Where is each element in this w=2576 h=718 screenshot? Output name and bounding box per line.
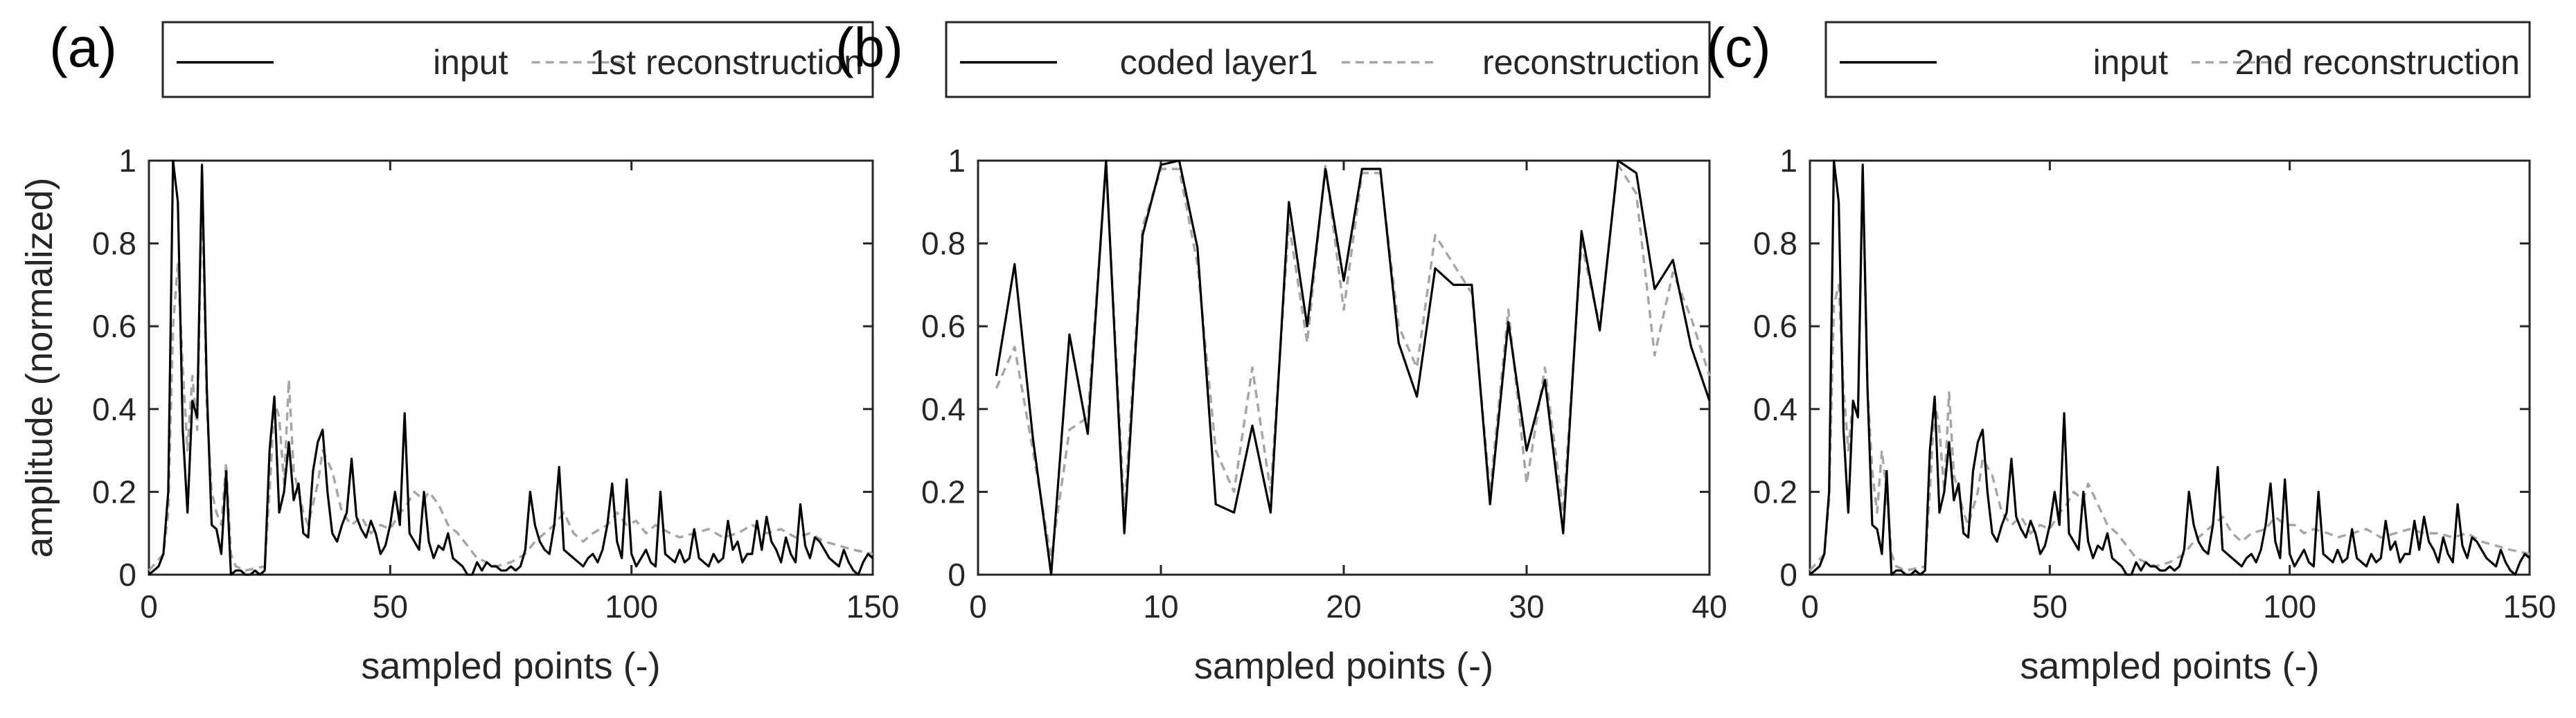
y-tick-label: 0.4 [921,391,966,427]
y-tick-label: 0.8 [921,226,966,262]
plot-area [977,159,1711,576]
y-tick-label: 0.2 [92,474,136,510]
panel-label: (b) [835,17,903,78]
y-tick-label: 1 [1779,143,1797,179]
x-tick-label: 50 [2032,589,2068,625]
y-tick-label: 0.6 [921,308,966,344]
y-tick-label: 0.4 [1753,391,1797,427]
x-tick-label: 0 [140,589,158,625]
series-line-1st-reconstruction [148,180,873,572]
x-tick-label: 100 [605,589,658,625]
chart-panel-0: (a) 0 50 100 150 0 0.2 0.4 0.6 0.8 1 sampled points… [49,17,899,687]
plot-area [148,159,874,576]
x-tick-label: 50 [373,589,408,625]
x-axis-title: sampled points (-) [2020,645,2319,687]
y-tick-label: 1 [118,143,136,179]
y-tick-label: 0.6 [92,308,136,344]
y-tick-label: 0.8 [92,226,136,262]
x-tick-label: 150 [2503,589,2557,625]
panel-label: (c) [1706,17,1770,78]
legend-box [161,21,874,98]
legend-label: coded layer1 [1120,43,1318,82]
y-tick-label: 0.6 [1753,308,1797,344]
legend-box [945,21,1711,98]
series-line-2nd-reconstruction [1809,172,2530,572]
series-line-input [1809,159,2531,576]
legend-label: 1st reconstruction [589,43,863,82]
y-axis-title: amplitude (normalized) [19,177,60,557]
y-tick-label: 0.2 [1753,474,1797,510]
x-axis-title: sampled points (-) [361,645,660,687]
legend-box [1824,21,2531,98]
x-tick-label: 10 [1143,589,1178,625]
legend-label: 2nd reconstruction [2235,43,2520,82]
x-axis-title: sampled points (-) [1194,645,1493,687]
x-tick-label: 40 [1691,589,1727,625]
legend: input 2nd reconstruction [1824,21,2531,98]
y-tick-label: 1 [948,143,966,179]
legend: input 1st reconstruction [161,21,874,98]
y-tick-label: 0.4 [92,391,136,427]
series-line-input [148,159,874,576]
x-tick-label: 0 [1801,589,1819,625]
panel-label: (a) [49,17,117,78]
plot-area [1809,159,2531,576]
x-tick-label: 0 [969,589,987,625]
x-tick-label: 100 [2263,589,2316,625]
legend-label: input [433,43,508,82]
chart-panel-2: (c) 0 50 100 150 0 0.2 0.4 0.6 0.8 1 sampled points… [1706,17,2556,687]
chart-panel-1: (b) 0 10 20 30 40 0 0.2 0.4 0.6 0.8 1 sampled points… [835,17,1727,687]
y-tick-label: 0 [118,557,136,593]
x-tick-label: 30 [1509,589,1544,625]
y-tick-label: 0.2 [921,474,966,510]
y-tick-label: 0 [1779,557,1797,593]
y-tick-label: 0 [948,557,966,593]
series-line-coded-layer1 [995,159,1711,576]
legend-label: input [2093,43,2169,82]
y-tick-label: 0.8 [1753,226,1797,262]
legend-label: reconstruction [1482,43,1700,82]
x-tick-label: 20 [1326,589,1361,625]
legend: coded layer1 reconstruction [945,21,1711,98]
x-tick-label: 150 [846,589,900,625]
